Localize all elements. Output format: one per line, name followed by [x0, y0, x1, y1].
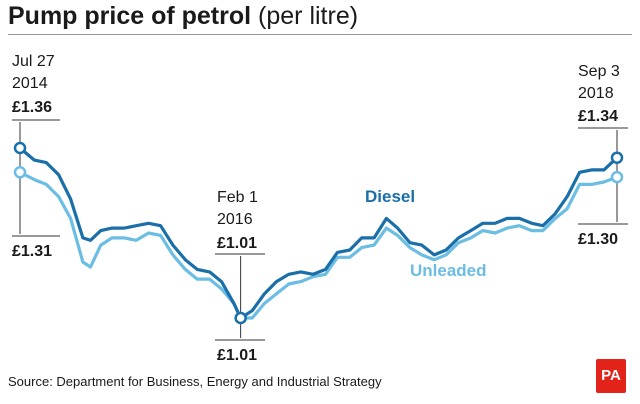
- series-line-unleaded: [18, 170, 619, 320]
- series-label-diesel: Diesel: [365, 187, 415, 206]
- chart-title-units: (per litre): [258, 2, 359, 30]
- marker-unleaded-end: [610, 170, 624, 184]
- annotation-date-jul-2014: Jul 27: [12, 53, 55, 70]
- annotation-date-feb-2016: Feb 1: [217, 189, 258, 206]
- marker-diesel-low: [234, 311, 247, 325]
- annotation-year-sep-2018: 2018: [578, 85, 614, 102]
- chart-title-main: Pump price of petrol: [8, 2, 252, 30]
- marker-diesel-end: [610, 151, 624, 164]
- annotation-top-value-sep-2018: £1.34: [578, 108, 618, 125]
- annotation-year-feb-2016: 2016: [217, 211, 253, 228]
- marker-unleaded-start: [13, 166, 27, 179]
- annotation-bottom-value-sep-2018: £1.30: [578, 231, 618, 248]
- annotation-year-jul-2014: 2014: [12, 75, 48, 92]
- title-rule: [8, 34, 632, 35]
- annotation-top-value-feb-2016: £1.01: [217, 235, 257, 252]
- chart-title: Pump price of petrol (per litre): [8, 2, 358, 31]
- source-note: Source: Department for Business, Energy …: [8, 374, 382, 389]
- series-line-diesel: [18, 146, 619, 320]
- pa-logo: PA: [596, 359, 626, 393]
- marker-diesel-start: [13, 141, 27, 155]
- annotation-bottom-value-jul-2014: £1.31: [12, 243, 52, 260]
- series-label-unleaded: Unleaded: [410, 261, 487, 280]
- annotation-bottom-value-feb-2016: £1.01: [217, 347, 257, 364]
- annotation-top-value-jul-2014: £1.36: [12, 99, 52, 116]
- annotation-date-sep-2018: Sep 3: [578, 63, 620, 80]
